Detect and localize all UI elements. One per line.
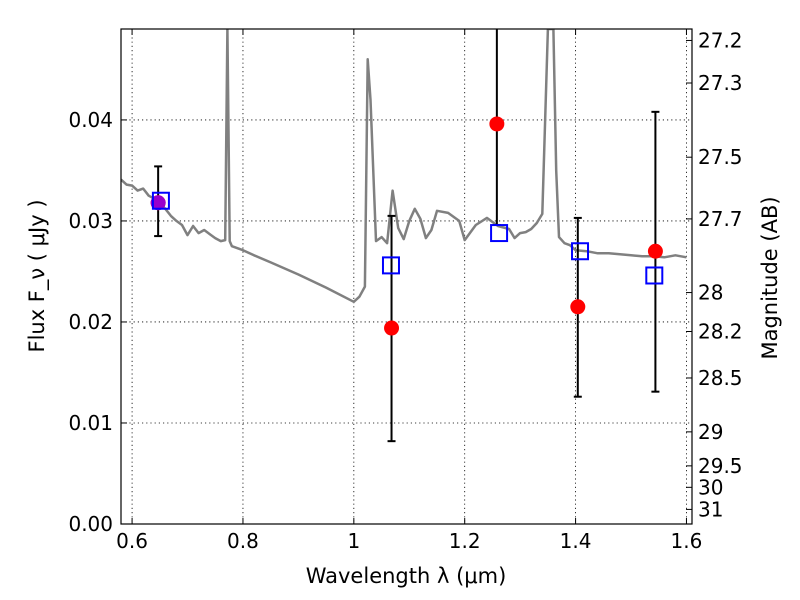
right-tick-label: 30 (698, 475, 723, 499)
y-tick-label: 0.02 (68, 310, 113, 334)
model-flux-square (381, 256, 400, 275)
plot-background (121, 29, 692, 524)
observed-flux-point (384, 320, 400, 336)
y-tick-label: 0.01 (68, 411, 113, 435)
observed-flux-point (570, 299, 586, 315)
observed-flux-point (150, 195, 166, 211)
right-tick-label: 31 (698, 497, 723, 521)
x-axis-title: Wavelength λ (μm) (306, 564, 507, 588)
x-tick-label: 0.8 (227, 529, 259, 553)
x-tick-label: 1.2 (449, 529, 481, 553)
observed-flux-point (647, 243, 663, 259)
model-spectrum-line (121, 29, 687, 304)
right-tick-label: 27.2 (698, 28, 743, 52)
x-tick-label: 1.6 (671, 529, 703, 553)
y-tick-label: 0.03 (68, 209, 113, 233)
right-axis-title: Magnitude (AB) (758, 196, 782, 359)
model-flux-square (151, 191, 170, 210)
y-axis-title: Flux F_ν ( μJy ) (25, 199, 50, 352)
x-tick-label: 1 (347, 529, 360, 553)
right-tick-label: 28 (698, 281, 723, 305)
right-tick-label: 28.5 (698, 366, 743, 390)
y-tick-label: 0.04 (68, 108, 113, 132)
x-tick-label: 1.4 (560, 529, 592, 553)
right-tick-label: 28.2 (698, 319, 743, 343)
right-tick-label: 27.7 (698, 207, 743, 231)
y-tick-label: 0.00 (68, 512, 113, 536)
model-flux-square (571, 242, 590, 261)
right-tick-label: 29 (698, 420, 723, 444)
model-flux-square (645, 266, 664, 285)
x-tick-label: 0.6 (116, 529, 148, 553)
ticks: 0.6 0.8 1 1.2 1.4 1.6 0.00 0.01 0.02 0.03 0.04 27.2… (68, 28, 742, 553)
grid (121, 29, 692, 525)
plot-frame (120, 28, 693, 525)
observed-flux-point (489, 116, 505, 132)
right-tick-label: 29.5 (698, 454, 743, 478)
data-layer (121, 29, 687, 443)
right-tick-label: 27.5 (698, 145, 743, 169)
right-tick-label: 27.3 (698, 71, 743, 95)
model-flux-square (490, 224, 509, 243)
